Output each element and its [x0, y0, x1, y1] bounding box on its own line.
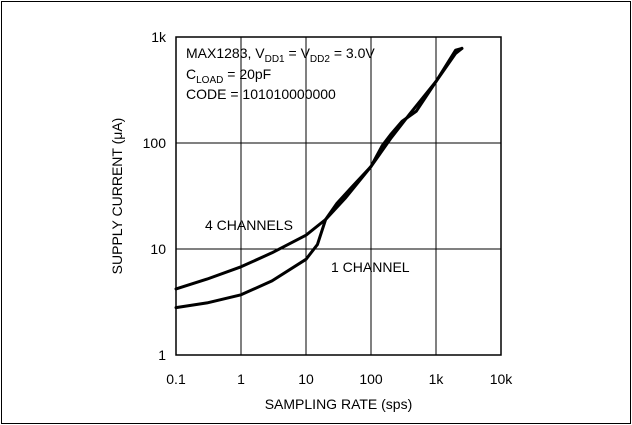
x-tick-label: 1 [237, 371, 245, 387]
x-tick-label: 100 [359, 371, 383, 387]
plot-border [175, 36, 502, 356]
series-layer [174, 46, 464, 310]
annotation-line-1: MAX1283, VDD1 = VDD2 = 3.0V [186, 45, 375, 65]
x-axis-title: SAMPLING RATE (sps) [265, 396, 413, 412]
y-tick-label: 100 [143, 135, 167, 151]
x-tick-label: 10k [490, 371, 514, 387]
x-tick-label: 0.1 [166, 371, 186, 387]
annotation-line-2: CLOAD = 20pF [186, 66, 271, 86]
grid [176, 37, 501, 355]
chart-annotation: MAX1283, VDD1 = VDD2 = 3.0V CLOAD = 20pF… [186, 45, 375, 102]
series-label-1-channel: 1 CHANNEL [331, 259, 410, 275]
annotation-line-3: CODE = 101010000000 [186, 86, 336, 102]
y-tick-label: 1 [158, 347, 166, 363]
x-tick-label: 1k [429, 371, 445, 387]
x-tick-label: 10 [298, 371, 314, 387]
y-tick-label: 10 [150, 241, 166, 257]
y-tick-label: 1k [151, 29, 167, 45]
y-axis-title: SUPPLY CURRENT (μA) [109, 118, 125, 275]
series-line-1-channel [174, 46, 464, 310]
series-label-4-channels: 4 CHANNELS [205, 217, 293, 233]
